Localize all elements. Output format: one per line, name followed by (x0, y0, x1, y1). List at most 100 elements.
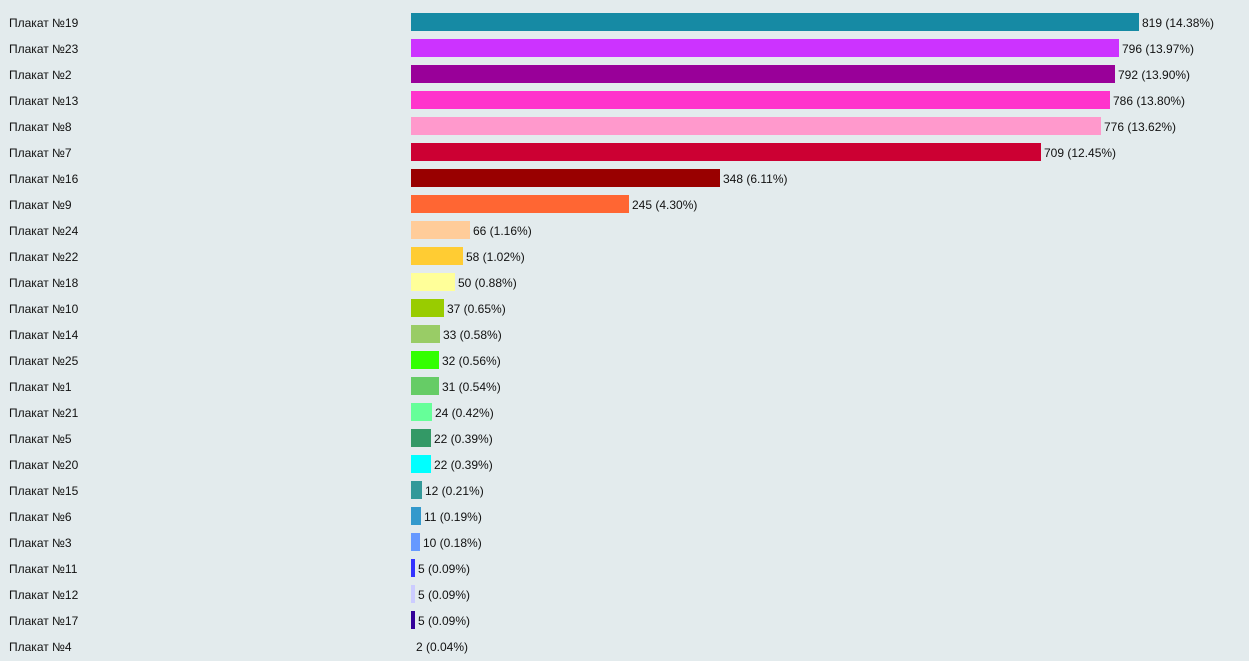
category-label: Плакат №12 (9, 588, 79, 602)
bar-row: Плакат №16 348 (6.11%) (0, 165, 1249, 191)
value-label: 31 (0.54%) (442, 380, 501, 394)
bar-row: Плакат №21 24 (0.42%) (0, 399, 1249, 425)
bar (411, 481, 422, 499)
value-label: 792 (13.90%) (1118, 68, 1191, 82)
value-label: 819 (14.38%) (1142, 16, 1215, 30)
category-label: Плакат №7 (9, 146, 72, 160)
bar (411, 559, 415, 577)
bar (411, 169, 720, 187)
category-label: Плакат №9 (9, 198, 72, 212)
bar (411, 533, 420, 551)
bar-row: Плакат №6 11 (0.19%) (0, 503, 1249, 529)
category-label: Плакат №16 (9, 172, 79, 186)
bar (411, 325, 440, 343)
category-label: Плакат №8 (9, 120, 72, 134)
bar-row: Плакат №15 12 (0.21%) (0, 477, 1249, 503)
category-label: Плакат №6 (9, 510, 72, 524)
bar (411, 195, 629, 213)
category-label: Плакат №20 (9, 458, 79, 472)
value-label: 33 (0.58%) (443, 328, 502, 342)
category-label: Плакат №21 (9, 406, 79, 420)
bar (411, 455, 431, 473)
bar-row: Плакат №9 245 (4.30%) (0, 191, 1249, 217)
bar-row: Плакат №8 776 (13.62%) (0, 113, 1249, 139)
value-label: 24 (0.42%) (435, 406, 494, 420)
value-label: 58 (1.02%) (466, 250, 525, 264)
bar (411, 611, 415, 629)
bar-row: Плакат №3 10 (0.18%) (0, 529, 1249, 555)
bar (411, 273, 455, 291)
value-label: 776 (13.62%) (1104, 120, 1177, 134)
category-label: Плакат №19 (9, 16, 79, 30)
category-label: Плакат №23 (9, 42, 79, 56)
category-label: Плакат №15 (9, 484, 79, 498)
value-label: 10 (0.18%) (423, 536, 482, 550)
bar (411, 637, 413, 655)
bar (411, 221, 470, 239)
bar (411, 65, 1115, 83)
category-label: Плакат №24 (9, 224, 79, 238)
bar-row: Плакат №12 5 (0.09%) (0, 581, 1249, 607)
bar (411, 247, 463, 265)
value-label: 2 (0.04%) (416, 640, 469, 654)
bar-row: Плакат №20 22 (0.39%) (0, 451, 1249, 477)
value-label: 22 (0.39%) (434, 458, 493, 472)
bar (411, 143, 1041, 161)
bar (411, 403, 432, 421)
bar-row: Плакат №2 792 (13.90%) (0, 61, 1249, 87)
value-label: 796 (13.97%) (1122, 42, 1195, 56)
bar (411, 351, 439, 369)
value-label: 5 (0.09%) (418, 588, 471, 602)
category-label: Плакат №5 (9, 432, 72, 446)
category-label: Плакат №25 (9, 354, 79, 368)
bar-row: Плакат №22 58 (1.02%) (0, 243, 1249, 269)
bar-row: Плакат №7 709 (12.45%) (0, 139, 1249, 165)
category-label: Плакат №3 (9, 536, 72, 550)
value-label: 22 (0.39%) (434, 432, 493, 446)
bar-row: Плакат №19 819 (14.38%) (0, 9, 1249, 35)
category-label: Плакат №13 (9, 94, 79, 108)
category-label: Плакат №22 (9, 250, 79, 264)
bar-row: Плакат №17 5 (0.09%) (0, 607, 1249, 633)
bar (411, 429, 431, 447)
category-label: Плакат №2 (9, 68, 72, 82)
bar (411, 117, 1101, 135)
bar (411, 377, 439, 395)
bar-row: Плакат №5 22 (0.39%) (0, 425, 1249, 451)
bar-row: Плакат №24 66 (1.16%) (0, 217, 1249, 243)
bar-row: Плакат №1 31 (0.54%) (0, 373, 1249, 399)
bar-row: Плакат №25 32 (0.56%) (0, 347, 1249, 373)
value-label: 32 (0.56%) (442, 354, 501, 368)
value-label: 786 (13.80%) (1113, 94, 1186, 108)
category-label: Плакат №1 (9, 380, 72, 394)
category-label: Плакат №18 (9, 276, 79, 290)
bar (411, 585, 415, 603)
bar (411, 39, 1119, 57)
value-label: 5 (0.09%) (418, 614, 471, 628)
value-label: 5 (0.09%) (418, 562, 471, 576)
bar (411, 507, 421, 525)
category-label: Плакат №11 (9, 562, 78, 576)
bar-row: Плакат №23 796 (13.97%) (0, 35, 1249, 61)
category-label: Плакат №14 (9, 328, 79, 342)
value-label: 11 (0.19%) (424, 510, 482, 524)
category-label: Плакат №17 (9, 614, 79, 628)
bar-row: Плакат №14 33 (0.58%) (0, 321, 1249, 347)
bar (411, 91, 1110, 109)
category-label: Плакат №4 (9, 640, 72, 654)
value-label: 37 (0.65%) (447, 302, 506, 316)
value-label: 12 (0.21%) (425, 484, 484, 498)
bar-row: Плакат №11 5 (0.09%) (0, 555, 1249, 581)
bar (411, 299, 444, 317)
value-label: 245 (4.30%) (632, 198, 698, 212)
category-label: Плакат №10 (9, 302, 79, 316)
bar-row: Плакат №13 786 (13.80%) (0, 87, 1249, 113)
bar (411, 13, 1139, 31)
value-label: 50 (0.88%) (458, 276, 517, 290)
bar-row: Плакат №18 50 (0.88%) (0, 269, 1249, 295)
bar-row: Плакат №4 2 (0.04%) (0, 633, 1249, 659)
bar-row: Плакат №10 37 (0.65%) (0, 295, 1249, 321)
value-label: 709 (12.45%) (1044, 146, 1117, 160)
value-label: 348 (6.11%) (723, 172, 788, 186)
